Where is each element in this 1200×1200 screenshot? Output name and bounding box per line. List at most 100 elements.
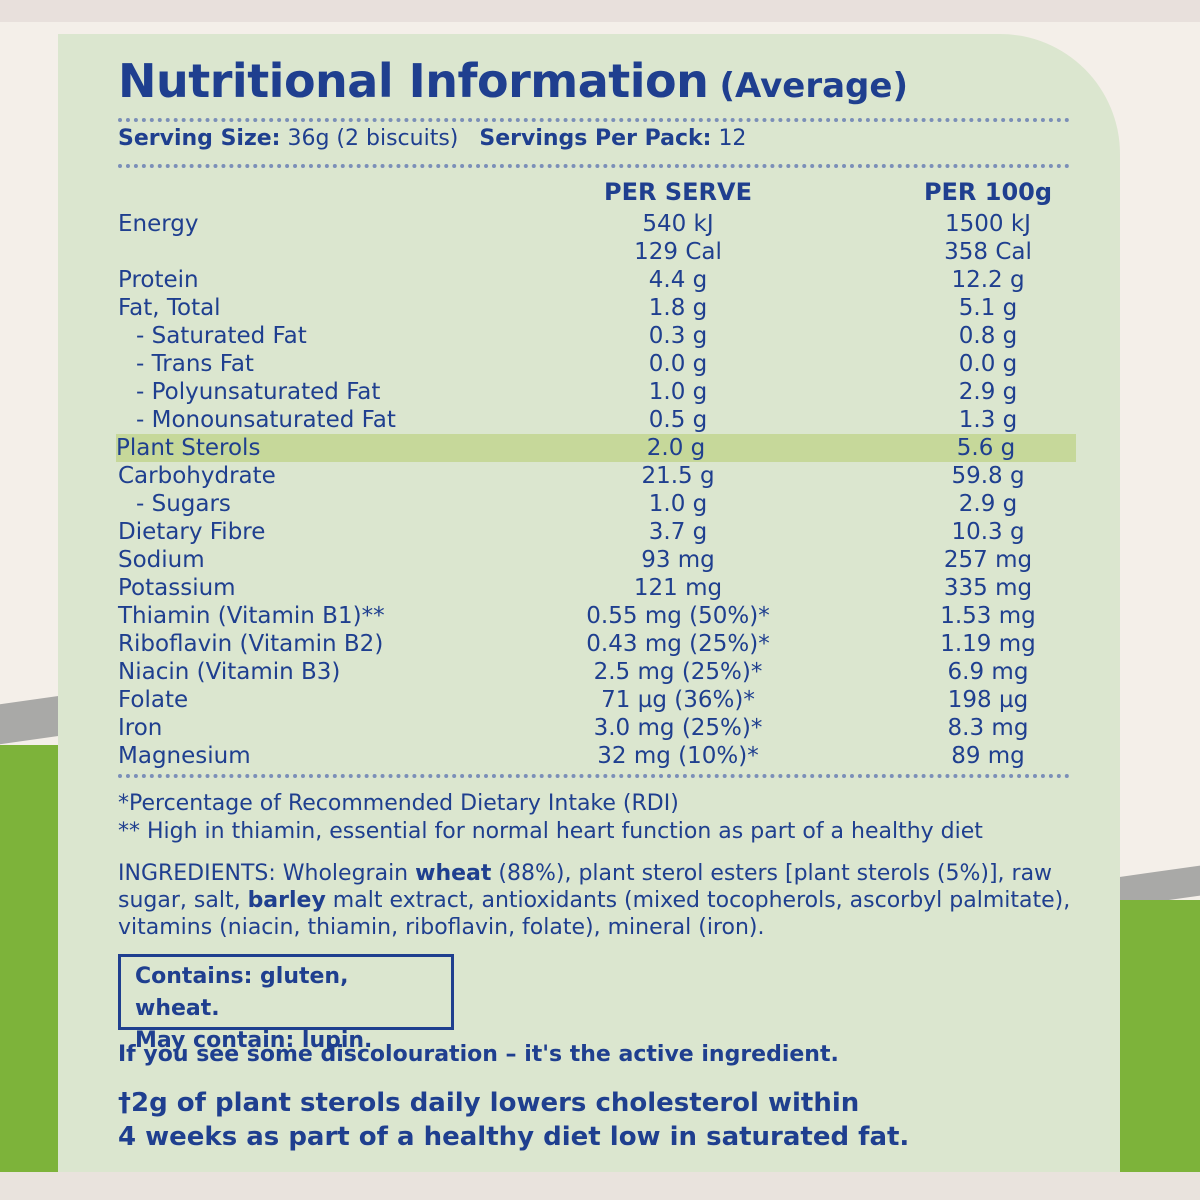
per-100g-value: 8.3 mg <box>947 715 1029 741</box>
column-header-per-100g: PER 100g <box>923 178 1053 206</box>
nutrient-label: Energy <box>118 211 199 237</box>
package-right-green-band <box>1110 900 1200 1200</box>
per-serve-value: 129 Cal <box>634 239 722 265</box>
nutrition-row: Plant Sterols 2.0 g 5.6 g <box>116 434 1076 462</box>
per-100g-value: 1.19 mg <box>940 631 1036 657</box>
ingredients-allergen-wheat: wheat <box>415 861 492 886</box>
per-100g-value: 89 mg <box>951 743 1025 769</box>
per-serve-value: 2.5 mg (25%)* <box>593 659 763 685</box>
per-serve-value: 2.0 g <box>646 435 706 461</box>
allergen-contains: Contains: gluten, wheat. <box>135 964 349 1021</box>
dotted-divider-top <box>118 118 1070 122</box>
per-100g-value: 2.9 g <box>958 491 1018 517</box>
per-serve-value: 0.55 mg (50%)* <box>586 603 770 629</box>
nutrition-row: Iron 3.0 mg (25%)* 8.3 mg <box>118 714 1070 742</box>
nutrition-row: Protein 4.4 g 12.2 g <box>118 266 1070 294</box>
panel-title: Nutritional Information (Average) <box>118 54 908 108</box>
per-serve-value: 0.0 g <box>648 351 708 377</box>
nutrition-row: Magnesium 32 mg (10%)* 89 mg <box>118 742 1070 770</box>
serving-info: Serving Size: 36g (2 biscuits) Servings … <box>118 126 746 151</box>
health-claim-line-2: 4 weeks as part of a healthy diet low in… <box>118 1122 910 1152</box>
dotted-divider-serving <box>118 164 1070 168</box>
per-100g-value: 1.53 mg <box>940 603 1036 629</box>
per-serve-value: 3.7 g <box>648 519 708 545</box>
per-100g-value: 335 mg <box>943 575 1033 601</box>
per-serve-value: 1.0 g <box>648 379 708 405</box>
column-header-per-serve: PER SERVE <box>604 178 752 206</box>
package-left-green-band <box>0 745 60 1200</box>
per-serve-value: 540 kJ <box>642 211 714 237</box>
nutrient-label: Dietary Fibre <box>118 519 266 545</box>
nutrition-table: Energy 540 kJ 1500 kJ 129 Cal 358 Cal Protein… <box>116 210 1076 770</box>
dotted-divider-bottom <box>118 774 1070 778</box>
servings-per-pack-value: 12 <box>718 126 747 151</box>
nutrition-row: Energy 540 kJ 1500 kJ <box>118 210 1070 238</box>
per-100g-value: 198 µg <box>947 687 1029 713</box>
servings-per-pack-label: Servings Per Pack: <box>479 126 712 151</box>
nutrient-label: - Sugars <box>136 491 231 517</box>
per-100g-value: 257 mg <box>943 547 1033 573</box>
health-claim-line-1: †2g of plant sterols daily lowers choles… <box>118 1088 860 1118</box>
per-100g-value: 0.0 g <box>958 351 1018 377</box>
nutrition-row: Riboflavin (Vitamin B2) 0.43 mg (25%)* 1.1… <box>118 630 1070 658</box>
ingredients-part-1: INGREDIENTS: Wholegrain <box>118 861 416 886</box>
nutrition-row: 129 Cal 358 Cal <box>118 238 1070 266</box>
nutrient-label: Magnesium <box>118 743 251 769</box>
per-serve-value: 0.43 mg (25%)* <box>586 631 770 657</box>
nutrient-label: Riboflavin (Vitamin B2) <box>118 631 384 657</box>
package-top-edge <box>0 0 1200 22</box>
per-serve-value: 3.0 mg (25%)* <box>593 715 763 741</box>
per-100g-value: 6.9 mg <box>947 659 1029 685</box>
discolouration-note: If you see some discolouration – it's th… <box>118 1042 839 1067</box>
package-bottom-edge <box>0 1172 1200 1200</box>
nutrient-label: Sodium <box>118 547 205 573</box>
ingredients-allergen-barley: barley <box>247 888 326 913</box>
per-serve-value: 4.4 g <box>648 267 708 293</box>
allergen-may-contain: May contain: lupin. <box>135 1028 373 1053</box>
allergen-box: Contains: gluten, wheat. May contain: lu… <box>118 954 454 1053</box>
nutrition-row: Potassium 121 mg 335 mg <box>118 574 1070 602</box>
per-serve-value: 93 mg <box>641 547 715 573</box>
nutrient-label: Fat, Total <box>118 295 221 321</box>
nutrient-label: Folate <box>118 687 189 713</box>
nutrient-label: - Monounsaturated Fat <box>136 407 396 433</box>
nutrition-row: Sodium 93 mg 257 mg <box>118 546 1070 574</box>
nutrition-row: Folate 71 µg (36%)* 198 µg <box>118 686 1070 714</box>
nutrition-row: - Trans Fat 0.0 g 0.0 g <box>118 350 1070 378</box>
per-serve-value: 1.0 g <box>648 491 708 517</box>
nutrition-row: - Monounsaturated Fat 0.5 g 1.3 g <box>118 406 1070 434</box>
footnote-thiamin: ** High in thiamin, essential for normal… <box>118 819 983 844</box>
nutrient-label: Plant Sterols <box>116 435 261 461</box>
per-serve-value: 32 mg (10%)* <box>597 743 759 769</box>
nutrient-label: - Trans Fat <box>136 351 254 377</box>
nutrition-row: - Sugars 1.0 g 2.9 g <box>118 490 1070 518</box>
ingredients-part-3: malt extract, antioxidants (mixed tocoph… <box>118 888 1071 940</box>
ingredients-part-2: (88%), plant sterol esters [plant sterol… <box>118 861 1053 913</box>
nutrition-row: - Saturated Fat 0.3 g 0.8 g <box>118 322 1070 350</box>
per-serve-value: 21.5 g <box>641 463 715 489</box>
per-serve-value: 0.5 g <box>648 407 708 433</box>
per-100g-value: 1.3 g <box>958 407 1018 433</box>
nutrition-row: Fat, Total 1.8 g 5.1 g <box>118 294 1070 322</box>
footnote-rdi: *Percentage of Recommended Dietary Intak… <box>118 791 679 816</box>
nutrient-label: Thiamin (Vitamin B1)** <box>118 603 385 629</box>
package-left-gray-stripe <box>0 695 60 745</box>
serving-size-label: Serving Size: <box>118 126 281 151</box>
nutrient-label: - Saturated Fat <box>136 323 307 349</box>
per-100g-value: 5.1 g <box>958 295 1018 321</box>
nutrition-row: Niacin (Vitamin B3) 2.5 mg (25%)* 6.9 mg <box>118 658 1070 686</box>
per-serve-value: 0.3 g <box>648 323 708 349</box>
nutrition-panel: Nutritional Information (Average) Servin… <box>58 34 1120 1172</box>
nutrition-row: Carbohydrate 21.5 g 59.8 g <box>118 462 1070 490</box>
nutrition-row: Thiamin (Vitamin B1)** 0.55 mg (50%)* 1.53… <box>118 602 1070 630</box>
per-100g-value: 5.6 g <box>956 435 1016 461</box>
nutrient-label: Iron <box>118 715 163 741</box>
title-sub: (Average) <box>719 66 908 106</box>
serving-size-value: 36g (2 biscuits) <box>287 126 459 151</box>
nutrient-label: - Polyunsaturated Fat <box>136 379 381 405</box>
footnotes: *Percentage of Recommended Dietary Intak… <box>118 790 983 846</box>
title-main: Nutritional Information <box>118 54 709 108</box>
per-100g-value: 0.8 g <box>958 323 1018 349</box>
per-serve-value: 71 µg (36%)* <box>601 687 755 713</box>
nutrient-label: Carbohydrate <box>118 463 276 489</box>
